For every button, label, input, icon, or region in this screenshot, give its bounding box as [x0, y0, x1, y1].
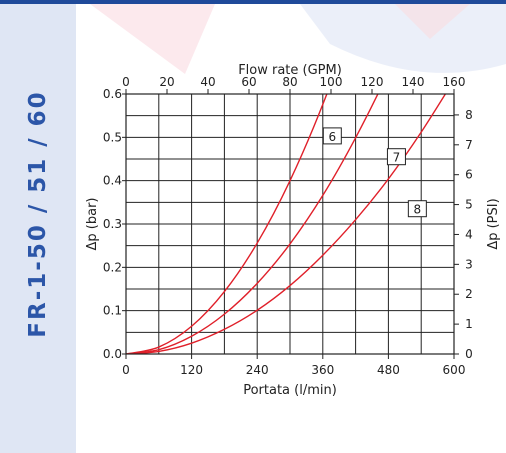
curve-series-6 — [126, 94, 328, 354]
x2-tick-label: 120 — [361, 75, 384, 89]
series-label-box — [386, 148, 406, 166]
series-label: 7 — [393, 151, 401, 165]
y-tick-label: 0.1 — [103, 304, 122, 318]
sidebar: FR-1-50 / 51 / 60 — [0, 4, 76, 453]
curve-series-7 — [126, 94, 379, 354]
y2-tick-label: 1 — [465, 317, 473, 331]
x2-tick-label: 160 — [443, 75, 466, 89]
x2-tick-label: 100 — [320, 75, 343, 89]
y-tick-label: 0.2 — [103, 260, 122, 274]
curve-series-8 — [126, 94, 447, 354]
y2-tick-label: 2 — [465, 287, 473, 301]
chart-curves — [126, 94, 447, 354]
left-axis-title: Δp (bar) — [85, 198, 100, 251]
y2-tick-label: 3 — [465, 257, 473, 271]
y2-tick-label: 5 — [465, 198, 473, 212]
top-axis-title: Flow rate (GPM) — [238, 63, 342, 78]
x2-tick-label: 0 — [122, 75, 130, 89]
series-label-box — [407, 200, 427, 218]
x-tick-label: 240 — [246, 363, 269, 377]
y-tick-label: 0.3 — [103, 217, 122, 231]
right-axis-title: Δp (PSI) — [486, 198, 501, 249]
y2-tick-label: 8 — [465, 108, 473, 122]
x-tick-label: 0 — [122, 363, 130, 377]
x2-tick-label: 20 — [159, 75, 174, 89]
x2-tick-label: 60 — [241, 75, 256, 89]
x2-tick-label: 40 — [200, 75, 215, 89]
chart-labels: 6 7 8 — [322, 127, 427, 218]
x-tick-label: 600 — [443, 363, 466, 377]
y2-tick-label: 6 — [465, 168, 473, 182]
series-label: 8 — [414, 203, 422, 217]
chart-grid — [126, 94, 454, 354]
series-label: 6 — [328, 130, 336, 144]
y2-tick-label: 7 — [465, 138, 473, 152]
x-tick-label: 360 — [311, 363, 334, 377]
y-tick-label: 0.6 — [103, 87, 122, 101]
y-tick-label: 0.0 — [103, 347, 122, 361]
y-tick-label: 0.5 — [103, 130, 122, 144]
x2-tick-label: 80 — [282, 75, 297, 89]
x2-tick-label: 140 — [402, 75, 425, 89]
background-watermark — [90, 4, 506, 74]
x-tick-label: 120 — [180, 363, 203, 377]
series-label-box — [322, 127, 342, 145]
x-tick-label: 480 — [377, 363, 400, 377]
y2-tick-label: 0 — [465, 347, 473, 361]
y-tick-label: 0.4 — [103, 174, 122, 188]
top-accent-bar — [0, 0, 506, 4]
bottom-axis-title: Portata (l/min) — [243, 383, 337, 398]
y2-tick-label: 4 — [465, 227, 473, 241]
